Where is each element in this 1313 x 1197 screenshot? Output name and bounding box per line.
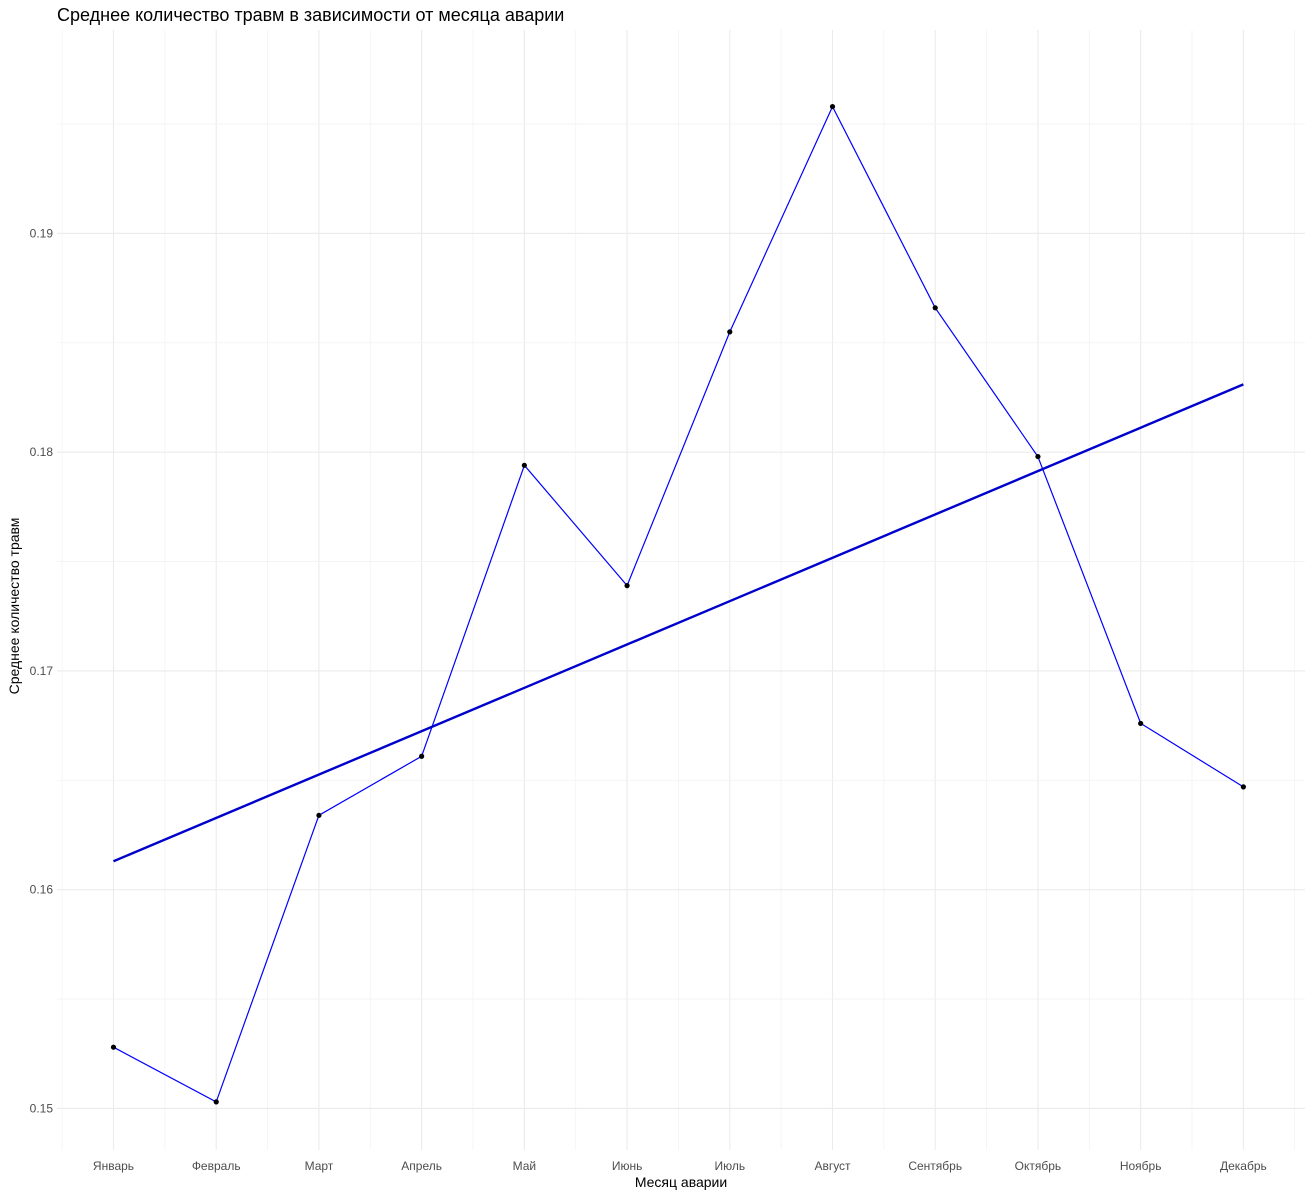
x-tick-label: Март (305, 1159, 334, 1173)
x-tick-label: Май (513, 1159, 537, 1173)
y-tick-label: 0.18 (30, 445, 54, 459)
data-point (1240, 784, 1246, 790)
x-tick-label: Июль (714, 1159, 745, 1173)
y-tick-label: 0.17 (30, 664, 54, 678)
grid (57, 30, 1305, 1150)
x-tick-label: Сентябрь (908, 1159, 962, 1173)
data-point (419, 753, 425, 759)
data-point (521, 462, 527, 468)
chart-title: Среднее количество травм в зависимости о… (57, 5, 565, 25)
data-point (110, 1044, 117, 1050)
x-tick-label: Август (814, 1159, 851, 1173)
y-tick-label: 0.16 (30, 883, 54, 897)
y-axis-title: Среднее количество травм (6, 518, 22, 695)
data-point (316, 812, 322, 818)
x-tick-label: Июнь (612, 1159, 643, 1173)
data-point (932, 305, 938, 311)
x-tick-labels: Январь Февраль Март Апрель Май Июнь Июль Август… (93, 1159, 1267, 1173)
x-tick-label: Октябрь (1015, 1159, 1062, 1173)
data-point (213, 1099, 219, 1105)
trend-layer (113, 383, 1244, 863)
x-tick-label: Декабрь (1220, 1159, 1267, 1173)
data-point (829, 103, 836, 110)
data-point (624, 583, 630, 589)
data-point (727, 329, 733, 335)
x-tick-label: Апрель (401, 1159, 442, 1173)
series-line (113, 105, 1244, 1103)
y-tick-label: 0.15 (30, 1101, 54, 1115)
y-tick-labels: 0.15 0.16 0.17 0.18 0.19 (30, 226, 54, 1115)
trend-line (113, 383, 1244, 863)
x-tick-label: Январь (93, 1159, 134, 1173)
x-tick-label: Ноябрь (1120, 1159, 1162, 1173)
x-tick-label: Февраль (192, 1159, 241, 1173)
x-axis-title: Месяц аварии (635, 1174, 727, 1190)
series-layer (113, 105, 1244, 1103)
data-point (1035, 453, 1041, 460)
data-point (1138, 720, 1144, 727)
points-layer (110, 103, 1246, 1105)
y-tick-label: 0.19 (30, 226, 54, 240)
